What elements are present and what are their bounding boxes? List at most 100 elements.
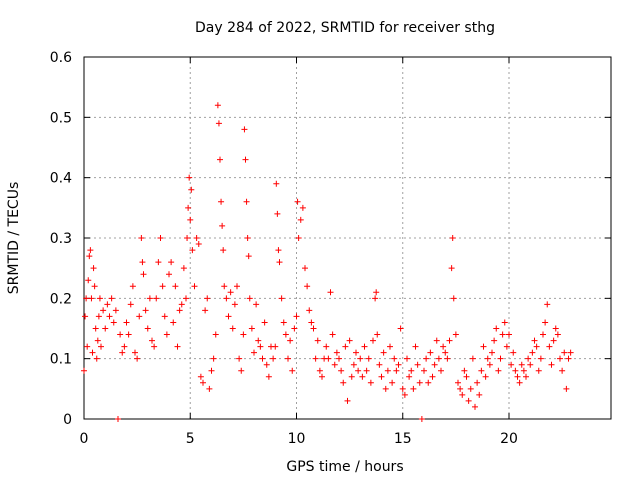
data-point-marker [231,301,238,308]
data-point-marker [340,379,347,386]
data-point-marker [382,385,389,392]
data-point-marker [463,373,470,380]
data-point-marker [206,385,213,392]
data-point-marker [287,337,294,344]
data-point-marker [119,349,126,356]
data-point-marker [168,259,175,266]
data-point-marker [121,343,128,350]
data-point-marker [442,349,449,356]
data-point-marker [533,343,540,350]
data-point-marker [493,325,500,332]
data-point-marker [275,247,282,254]
data-point-marker [245,253,252,260]
data-point-marker [112,307,119,314]
data-point-marker [361,343,368,350]
data-point-marker [257,343,264,350]
data-point-marker [134,355,141,362]
data-point-marker [499,331,506,338]
data-point-marker [495,367,502,374]
data-point-marker [90,265,97,272]
data-point-marker [450,295,457,302]
data-point-marker [448,265,455,272]
data-point-marker [294,198,301,205]
data-point-marker [274,210,281,217]
data-point-marker [525,355,532,362]
data-point-marker [180,265,187,272]
data-point-marker [346,337,353,344]
data-point-marker [514,373,521,380]
data-point-marker [125,331,132,338]
data-point-marker [240,331,247,338]
data-point-marker [552,325,559,332]
data-point-marker [176,307,183,314]
data-point-marker [370,337,376,344]
data-point-marker [333,349,340,356]
data-point-marker [136,313,143,320]
data-point-marker [314,337,321,344]
data-point-marker [516,379,523,386]
data-point-marker [336,355,342,362]
data-point-marker [104,301,111,308]
data-point-marker [282,331,289,338]
data-point-marker [98,343,104,350]
data-point-marker [540,331,546,338]
data-point-marker [389,379,396,386]
data-point-marker [395,361,402,368]
data-point-marker [338,367,345,374]
data-point-marker [476,391,483,398]
data-point-marker [410,385,417,392]
data-point-marker [327,289,334,296]
data-point-marker [478,367,485,374]
y-axis-label: SRMTID / TECUs [6,182,22,295]
data-point-marker [299,204,306,211]
y-tick-label: 0.4 [50,171,72,187]
data-point-marker [529,349,536,356]
x-axis-label: GPS time / hours [286,459,403,475]
data-point-marker [94,337,101,344]
data-point-marker [159,283,166,290]
data-point-marker [95,313,102,320]
x-tick-label: 20 [500,431,518,447]
y-tick-label: 0 [63,412,72,428]
data-point-marker [527,361,534,368]
data-point-marker [220,247,227,254]
data-point-marker [253,301,260,308]
x-tick-label: 15 [394,431,412,447]
data-point-marker [82,313,89,320]
data-point-marker [484,355,491,362]
data-point-marker [219,222,226,229]
data-point-marker [397,325,404,332]
data-point-marker [92,325,99,332]
data-point-marker [416,379,423,386]
data-point-marker [276,259,283,266]
data-point-marker [302,265,308,272]
data-point-marker [512,367,519,374]
data-point-marker [308,319,315,326]
y-tick-label: 0.5 [50,110,72,126]
data-point-marker [117,331,124,338]
data-point-marker [170,319,177,326]
data-point-marker [93,355,100,362]
data-point-marker [197,373,204,380]
data-points [81,102,574,422]
data-point-marker [387,343,393,350]
data-point-marker [342,343,349,350]
data-point-marker [184,235,191,241]
data-point-marker [323,343,330,350]
data-point-marker [304,283,311,290]
data-point-marker [185,204,192,211]
data-point-marker [423,355,430,362]
data-point-marker [433,337,440,344]
data-point-marker [138,235,145,241]
data-point-marker [414,361,421,368]
data-point-marker [100,307,107,314]
data-point-marker [89,349,96,356]
data-point-marker [489,349,495,356]
data-point-marker [404,355,410,362]
data-point-marker [102,325,109,332]
data-point-marker [457,385,464,392]
data-point-marker [446,337,453,344]
data-point-marker [491,337,498,344]
data-point-marker [221,283,228,290]
